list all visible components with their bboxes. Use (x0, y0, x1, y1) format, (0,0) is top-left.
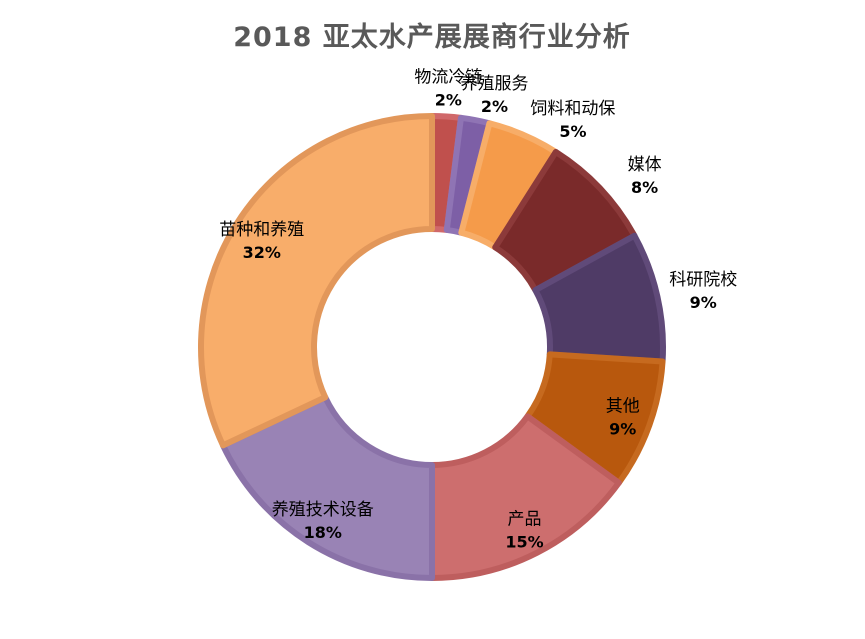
slice-label-6: 其他 (606, 397, 640, 417)
donut-slices (198, 113, 666, 581)
slice-label-4: 媒体 (628, 155, 662, 175)
slice-label-3: 饲料和动保 (530, 99, 615, 119)
slice-percent-2: 2% (481, 97, 508, 116)
slice-percent-9: 32% (243, 243, 281, 262)
slice-percent-6: 9% (609, 420, 636, 439)
slice-percent-7: 15% (505, 533, 543, 552)
slice-label-5: 科研院校 (669, 270, 737, 290)
slice-8 (219, 394, 435, 581)
slice-percent-1: 2% (435, 90, 462, 109)
slice-percent-8: 18% (304, 523, 342, 542)
slice-label-1: 物流冷链 (414, 67, 482, 87)
slice-percent-3: 5% (559, 122, 586, 141)
slice-label-8: 养殖技术设备 (272, 500, 374, 520)
slice-label-2: 养殖服务 (460, 74, 528, 94)
slice-9 (198, 113, 435, 449)
slice-percent-5: 9% (690, 293, 717, 312)
chart-title: 2018 亚太水产展展商行业分析 (233, 21, 631, 53)
slice-7 (429, 413, 622, 581)
slice-label-9: 苗种和养殖 (219, 220, 304, 240)
slice-percent-4: 8% (631, 178, 658, 197)
slice-label-7: 产品 (508, 510, 542, 530)
